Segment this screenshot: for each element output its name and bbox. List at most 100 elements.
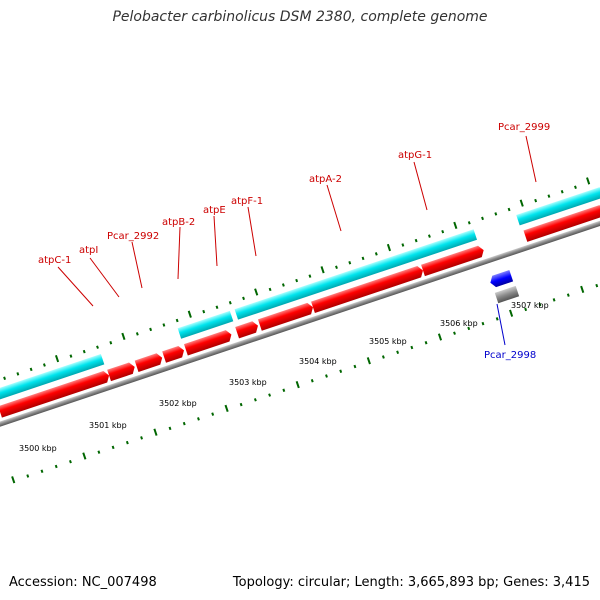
upper-tick <box>534 198 538 203</box>
gene-Pcar_2992[interactable] <box>134 352 164 372</box>
upper-tick <box>187 310 192 318</box>
label-leaders <box>57 135 537 307</box>
accession-label: Accession: NC_007498 <box>9 575 157 590</box>
upper-tick <box>441 229 445 234</box>
upper-tick <box>348 261 352 265</box>
scale-tick <box>396 350 400 354</box>
label-atpB-2: atpB-2 <box>162 217 195 228</box>
gene-Pcar_2998[interactable] <box>488 270 514 288</box>
upper-tick <box>308 274 312 278</box>
scale-tick <box>268 393 272 397</box>
scale-tick <box>125 440 129 445</box>
gene-atpE[interactable] <box>235 320 260 339</box>
label-atpF-1: atpF-1 <box>231 196 263 207</box>
upper-tick <box>574 185 577 190</box>
upper-tick <box>494 212 498 216</box>
scale-tick <box>54 464 58 469</box>
scale-tick <box>495 317 499 321</box>
upper-tick <box>560 189 564 194</box>
label-atpG-1: atpG-1 <box>398 150 432 161</box>
upper-tick <box>507 207 511 212</box>
upper-tick <box>109 341 113 345</box>
upper-tick <box>175 318 179 323</box>
leader-Pcar_2992 <box>131 241 143 289</box>
label-Pcar_2999: Pcar_2999 <box>498 122 550 133</box>
scale-tick <box>381 355 385 359</box>
scale-tick <box>182 421 186 426</box>
scale-tick <box>153 428 158 436</box>
scale-tick <box>339 369 343 374</box>
upper-tick <box>228 301 232 305</box>
scale-tick <box>595 283 599 288</box>
upper-tick <box>281 283 285 287</box>
label-atpE: atpE <box>203 205 226 216</box>
scale-tick <box>253 398 257 402</box>
tick-label-3505: 3505 kbp <box>369 337 407 346</box>
gene-atpA-2[interactable] <box>421 244 486 277</box>
leader-Pcar_2998 <box>496 303 506 346</box>
scale-tick <box>40 469 44 473</box>
upper-tick <box>42 363 46 367</box>
leader-atpI <box>89 257 120 298</box>
cds-block-4[interactable] <box>516 187 600 226</box>
gene-unnamed-1[interactable] <box>162 345 186 363</box>
scale-tick <box>26 474 30 478</box>
label-atpI: atpI <box>79 245 98 256</box>
scale-tick <box>239 402 243 407</box>
scale-tick <box>566 293 570 297</box>
scale-tick <box>538 302 542 307</box>
gene-atpF-1[interactable] <box>257 302 315 331</box>
tick-label-3507: 3507 kbp <box>511 301 549 310</box>
scale-tick <box>353 364 357 369</box>
upper-tick <box>586 177 591 185</box>
gene-atpC-1[interactable] <box>0 370 111 418</box>
genome-summary: Topology: circular; Length: 3,665,893 bp… <box>232 575 590 590</box>
scale-tick <box>82 452 87 460</box>
scale-tick <box>467 326 471 331</box>
upper-tick <box>427 234 431 238</box>
cds-block-1[interactable] <box>0 353 105 401</box>
scale-tick <box>580 285 585 294</box>
cds-block-2[interactable] <box>177 310 234 339</box>
upper-tick <box>386 243 392 252</box>
scale-tick <box>197 417 200 421</box>
upper-tick-row <box>3 177 591 381</box>
scale-tick <box>11 476 16 484</box>
scale-tick-row <box>11 283 599 484</box>
gene-atpB-2[interactable] <box>183 329 233 356</box>
label-Pcar_2992: Pcar_2992 <box>107 231 159 242</box>
cds-block-3[interactable] <box>234 229 478 320</box>
gene-atpH[interactable] <box>311 265 425 313</box>
scale-tick <box>437 333 443 341</box>
scale-tick <box>509 309 514 317</box>
scale-tick <box>310 379 314 383</box>
gene-Pcar_2999[interactable] <box>523 204 600 242</box>
scale-tick <box>97 450 101 454</box>
upper-tick <box>401 243 405 247</box>
upper-tick <box>242 296 245 301</box>
upper-tick <box>149 327 153 332</box>
forward-gene-track <box>0 204 600 418</box>
upper-tick <box>162 323 166 327</box>
cds-track <box>0 187 600 401</box>
upper-tick <box>519 199 524 207</box>
tick-label-3500: 3500 kbp <box>19 444 57 453</box>
cds-Pcar_2998[interactable] <box>494 285 520 304</box>
upper-tick <box>202 309 206 314</box>
tick-label-3501: 3501 kbp <box>89 421 127 430</box>
upper-tick <box>96 345 99 349</box>
gene-atpI[interactable] <box>107 361 136 382</box>
scale-tick <box>552 298 556 302</box>
genome-backbone <box>0 214 600 429</box>
scale-tick <box>366 357 371 365</box>
upper-tick <box>82 349 86 354</box>
tick-label-3506: 3506 kbp <box>440 319 478 328</box>
scale-tick <box>410 345 414 350</box>
upper-tick <box>69 354 73 358</box>
scale-tick <box>224 404 229 413</box>
upper-tick <box>215 305 219 309</box>
upper-tick <box>374 252 378 256</box>
leader-Pcar_2999 <box>525 135 537 183</box>
scale-tick <box>111 445 115 450</box>
